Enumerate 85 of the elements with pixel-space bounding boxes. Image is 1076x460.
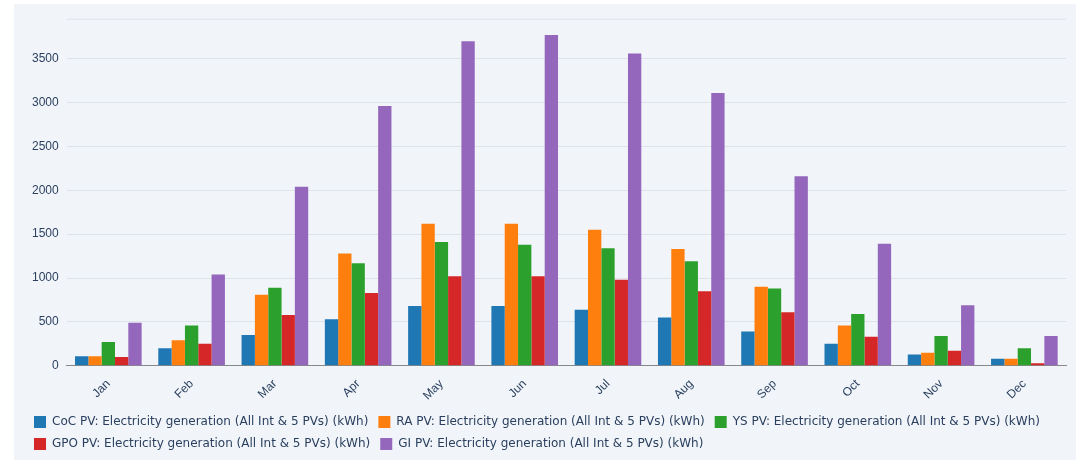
bar: [824, 343, 838, 366]
bar: [711, 92, 725, 366]
bar: [697, 291, 712, 366]
bar: [351, 263, 365, 366]
bar: [184, 325, 199, 366]
bar: [614, 279, 628, 366]
bar: [421, 223, 435, 366]
x-tick-label: Aug: [670, 376, 696, 402]
bar: [1004, 358, 1018, 366]
y-tick-label: 500: [38, 314, 60, 329]
x-tick-label: Jul: [591, 376, 613, 398]
legend-label: CoC PV: Electricity generation (All Int & 5 PVs) (kWh): [52, 414, 369, 429]
x-tick-label: Feb: [171, 376, 197, 401]
bar: [837, 325, 852, 366]
bar: [434, 242, 449, 366]
bar: [991, 358, 1005, 366]
y-tick-label: 3000: [31, 94, 60, 109]
y-tick-label: 1000: [31, 270, 60, 285]
bar: [588, 229, 602, 366]
bar: [294, 186, 309, 366]
bar: [794, 176, 808, 366]
bar: [1044, 335, 1058, 366]
bar: [741, 331, 755, 366]
bar: [171, 340, 185, 366]
x-tick-label: Mar: [254, 376, 280, 401]
bar: [518, 244, 532, 366]
bar: [158, 348, 172, 366]
bar: [268, 287, 282, 366]
bar: [338, 253, 352, 366]
bar: [461, 41, 475, 366]
x-tick-label: May: [419, 376, 446, 403]
x-tick-label: Nov: [920, 376, 946, 402]
bar: [75, 356, 89, 366]
bar: [627, 53, 642, 366]
x-tick-label: Apr: [339, 376, 363, 400]
bar: [684, 261, 698, 366]
bar: [781, 312, 795, 366]
bar: [877, 243, 892, 366]
bar: [947, 350, 962, 366]
x-tick-label: Jun: [505, 376, 530, 401]
bar: [491, 306, 505, 366]
bar: [657, 317, 672, 366]
bar: [851, 314, 865, 366]
bar: [211, 274, 225, 366]
x-tick-label: Sep: [754, 376, 780, 402]
legend-label: YS PV: Electricity generation (All Int & 5 PVs) (kWh): [731, 414, 1040, 429]
bar: [115, 357, 129, 366]
bar: [128, 322, 142, 366]
bar: [378, 106, 392, 366]
bar: [198, 343, 212, 366]
y-tick-label: 2000: [31, 182, 60, 197]
y-tick-label: 0: [52, 358, 60, 373]
bar: [864, 336, 878, 366]
legend-label: GPO PV: Electricity generation (All Int & 5 PVs) (kWh): [52, 436, 371, 451]
x-tick-label: Jan: [89, 376, 113, 401]
bar: [531, 276, 545, 366]
bar: [767, 288, 782, 366]
bar: [754, 286, 768, 366]
y-tick-label: 1500: [31, 226, 60, 241]
bar: [281, 314, 295, 366]
x-tick-label: Dec: [1003, 376, 1029, 402]
legend-label: RA PV: Electricity generation (All Int & 5 PVs) (kWh): [396, 414, 705, 429]
bar: [1017, 348, 1032, 366]
bar: [907, 354, 922, 366]
bar: [961, 305, 975, 366]
bar: [921, 352, 935, 366]
bar: [574, 309, 588, 366]
bar: [88, 356, 102, 366]
y-tick-label: 3500: [31, 51, 60, 65]
bar: [364, 292, 379, 366]
bar: [254, 294, 269, 366]
bar: [601, 248, 615, 366]
bar: [671, 249, 685, 366]
bar: [1031, 363, 1045, 366]
y-tick-label: 2500: [31, 138, 60, 153]
bar: [101, 342, 115, 366]
bar: [408, 306, 422, 366]
bar: [934, 335, 948, 366]
bar: [241, 335, 255, 366]
legend-label: GI PV: Electricity generation (All Int & 5 PVs) (kWh): [398, 436, 704, 451]
bar: [448, 276, 462, 366]
bar: [544, 34, 559, 366]
bar: [504, 223, 519, 366]
bar: [324, 319, 339, 366]
x-tick-label: Oct: [839, 375, 863, 400]
